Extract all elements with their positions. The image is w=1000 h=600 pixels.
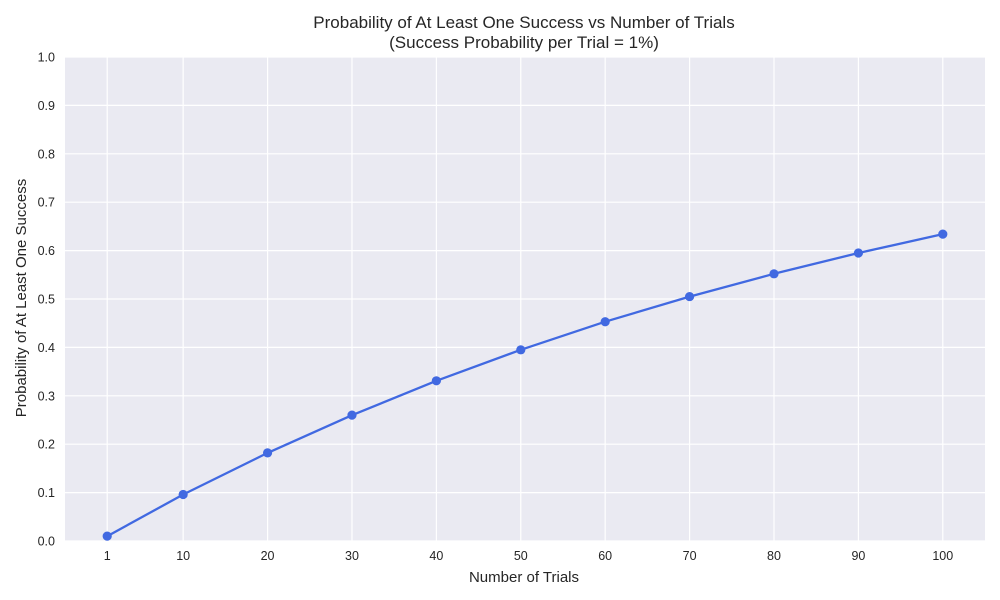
y-tick-label: 0.8 [38,147,55,161]
y-tick-label: 0.2 [38,438,55,452]
y-tick-label: 0.4 [38,341,55,355]
data-point [853,248,863,258]
y-axis-label: Probability of At Least One Success [13,179,30,417]
series-layer [102,229,948,541]
y-axis-ticks: 0.0 0.1 0.2 0.3 0.4 0.5 0.6 0.7 0.8 0.9 1.0 [38,51,55,549]
data-point [347,410,357,420]
data-point [600,317,610,327]
grid [65,56,985,542]
y-tick-label: 0.6 [38,244,55,258]
x-axis-label: Number of Trials [469,569,579,586]
data-point [102,531,112,541]
data-point [262,448,273,458]
y-tick-label: 0.7 [38,196,55,210]
y-tick-label: 0.9 [38,99,55,113]
chart-subtitle: (Success Probability per Trial = 1%) [389,33,659,52]
x-tick-label: 20 [261,549,275,563]
y-tick-label: 0.5 [38,293,55,307]
data-point [938,229,948,239]
x-tick-label: 90 [851,549,865,563]
data-point [516,345,526,355]
x-axis-ticks: 1 10 20 30 40 50 60 70 80 90 100 [104,549,954,563]
x-tick-label: 60 [598,549,612,563]
x-tick-label: 100 [932,549,953,563]
x-tick-label: 30 [345,549,359,563]
x-tick-label: 80 [767,549,781,563]
chart-title: Probability of At Least One Success vs N… [313,13,734,32]
data-point [769,269,779,279]
data-point [431,376,441,386]
x-tick-label: 40 [429,549,443,563]
y-tick-label: 0.3 [38,389,55,403]
data-point [684,291,695,302]
y-tick-label: 0.1 [38,486,55,500]
x-tick-label: 70 [683,549,697,563]
y-tick-label: 1.0 [38,51,55,65]
y-tick-label: 0.0 [38,535,55,549]
x-tick-label: 50 [514,549,528,563]
data-point [178,489,188,500]
x-tick-label: 10 [176,549,190,563]
x-tick-label: 1 [104,549,111,563]
